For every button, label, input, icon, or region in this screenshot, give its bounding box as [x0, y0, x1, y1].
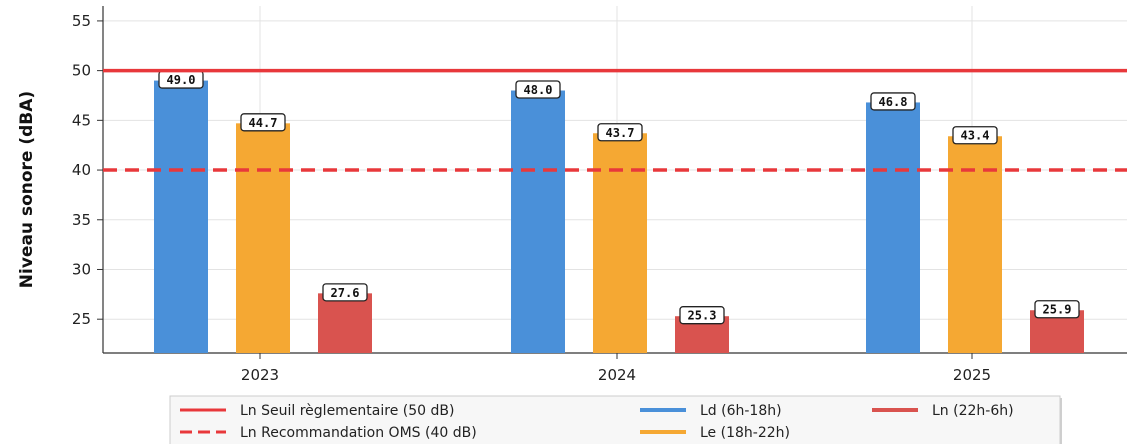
data-label: 25.3 — [688, 309, 717, 323]
data-label: 49.0 — [167, 73, 196, 87]
bar — [154, 80, 208, 354]
legend-entry: Ld (6h-18h) — [700, 403, 782, 419]
bar — [236, 123, 290, 353]
data-label: 43.4 — [961, 129, 990, 143]
data-label: 44.7 — [249, 116, 278, 130]
legend-entry: Ln Recommandation OMS (40 dB) — [240, 425, 477, 441]
bar — [948, 136, 1002, 353]
y-tick-label: 50 — [72, 62, 91, 80]
legend-entry: Ln Seuil règlementaire (50 dB) — [240, 403, 454, 419]
y-axis-title: Niveau sonore (dBA) — [17, 91, 37, 288]
data-label: 27.6 — [331, 286, 360, 300]
x-tick-label: 2025 — [953, 366, 991, 384]
data-label-box — [679, 306, 725, 325]
data-label: 46.8 — [879, 95, 908, 109]
legend-entry: Ln (22h-6h) — [932, 403, 1014, 419]
data-label-box — [240, 113, 286, 132]
data-label: 43.7 — [606, 126, 635, 140]
y-tick-label: 30 — [72, 260, 91, 278]
bar — [511, 90, 565, 354]
y-tick-label: 35 — [72, 211, 91, 229]
data-label-box — [870, 92, 916, 111]
bar — [866, 102, 920, 353]
y-tick-label: 25 — [72, 310, 91, 328]
bar — [593, 133, 647, 353]
bar — [318, 293, 372, 353]
y-tick-label: 45 — [72, 111, 91, 129]
y-tick-label: 40 — [72, 161, 91, 179]
data-label: 25.9 — [1043, 303, 1072, 317]
data-label-box — [515, 80, 561, 99]
data-label: 48.0 — [524, 83, 553, 97]
data-label-box — [597, 123, 643, 142]
y-tick-label: 55 — [72, 12, 91, 30]
data-label-box — [952, 126, 998, 145]
x-tick-label: 2023 — [241, 366, 279, 384]
legend-box — [169, 395, 1061, 444]
x-tick-label: 2024 — [598, 366, 636, 384]
data-label-box — [1034, 300, 1080, 319]
legend-entry: Le (18h-22h) — [700, 425, 790, 441]
data-label-box — [322, 283, 368, 302]
